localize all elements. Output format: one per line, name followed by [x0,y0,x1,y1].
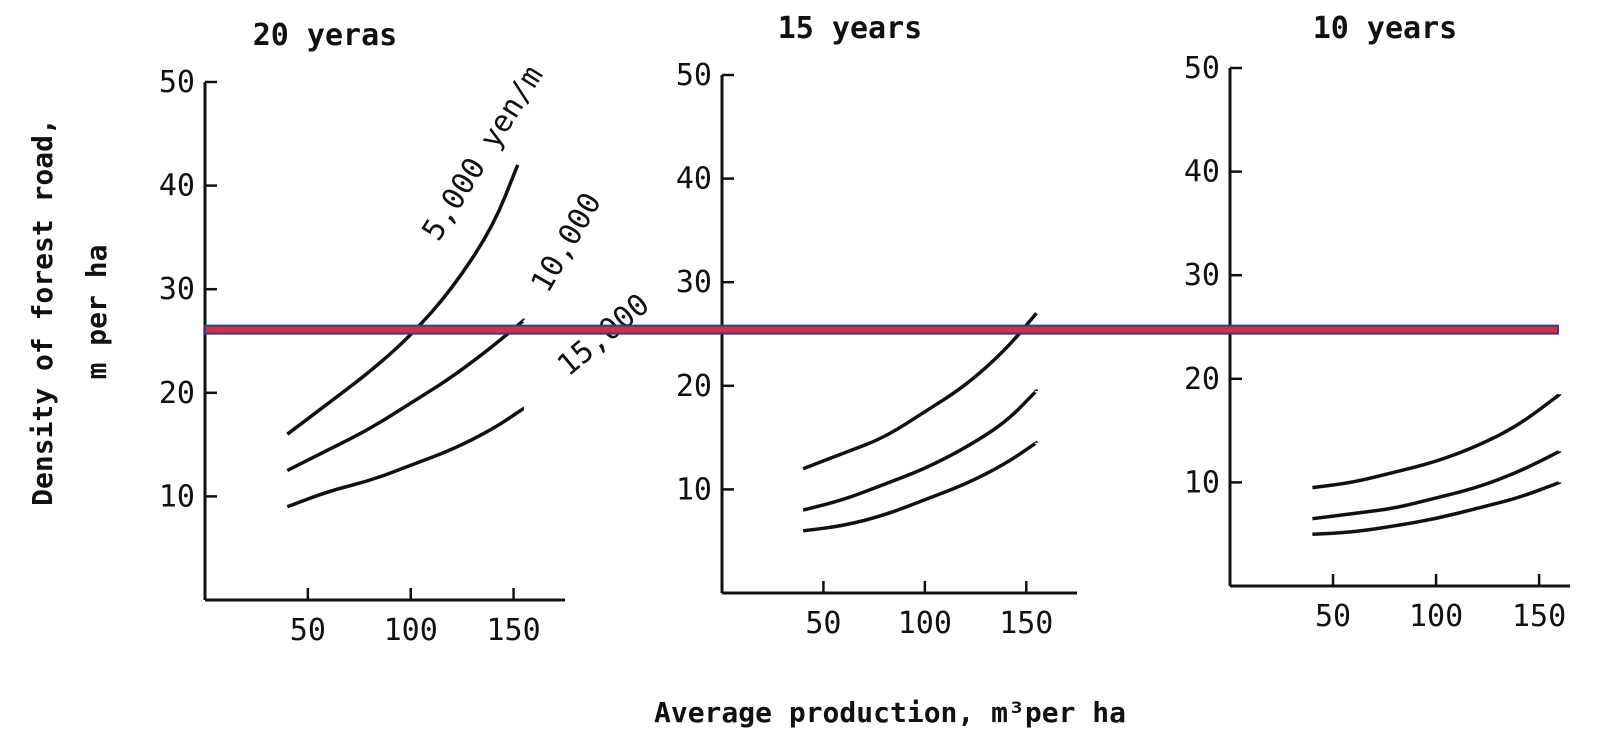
x-tick-label: 50 [290,613,326,648]
x-tick-label: 150 [999,606,1053,641]
x-tick-label: 150 [486,613,540,648]
series-line-2 [287,320,524,470]
y-axis-label-line1: Density of forest road, [26,118,59,506]
y-tick-label: 30 [676,265,712,300]
series-line-1 [287,165,517,434]
x-axis-label: Average production, m³per ha [654,696,1126,729]
y-axis-label-line2: m per ha [80,245,113,380]
panel-title: 15 years [778,11,923,46]
series-line-2 [803,391,1036,510]
curve-label-1: 5,000 yen/m [416,60,551,247]
y-tick-label: 10 [1184,465,1220,500]
y-tick-label: 50 [1184,51,1220,86]
x-tick-label: 100 [384,613,438,648]
y-tick-label: 20 [1184,362,1220,397]
panel-3: 10 years 10 20 30 40 50 50 100 150 [1184,11,1570,634]
y-tick-label: 20 [159,376,195,411]
y-tick-label: 50 [159,65,195,100]
panel-title: 20 yeras [253,18,398,53]
y-tick-label: 30 [159,272,195,307]
series-line-1 [803,313,1036,468]
y-tick-label: 40 [676,162,712,197]
y-tick-label: 40 [159,169,195,204]
y-tick-label: 40 [1184,155,1220,190]
curve-label-2: 10,000 [524,187,608,298]
y-tick-label: 10 [676,472,712,507]
y-tick-label: 50 [676,58,712,93]
series-line-1 [1312,394,1559,487]
x-tick-label: 100 [898,606,952,641]
x-tick-label: 100 [1409,599,1463,634]
series-line-3 [287,408,524,507]
x-tick-label: 50 [805,606,841,641]
series-line-3 [1312,482,1559,534]
x-tick-label: 50 [1315,599,1351,634]
curve-label-3: 15,000 [551,287,657,383]
y-tick-label: 10 [159,479,195,514]
x-tick-label: 150 [1512,599,1566,634]
y-tick-label: 30 [1184,258,1220,293]
panel-title: 10 years [1313,11,1458,46]
reference-line [205,326,1558,334]
y-tick-label: 20 [676,369,712,404]
